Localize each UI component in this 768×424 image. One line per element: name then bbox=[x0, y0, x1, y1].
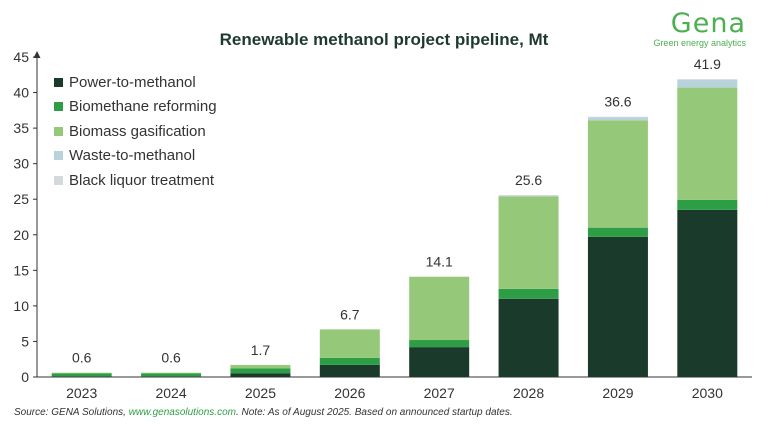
bar-segment bbox=[230, 368, 291, 374]
bar-segment bbox=[141, 376, 202, 377]
legend-item-black-liquor-treatment: Black liquor treatment bbox=[54, 168, 217, 193]
x-tick-label: 2028 bbox=[513, 385, 544, 401]
bar-segment bbox=[677, 87, 738, 200]
source-link[interactable]: www.genasolutions.com bbox=[128, 407, 236, 418]
source-suffix: . Note: As of August 2025. Based on anno… bbox=[235, 407, 513, 418]
legend-item-biomethane-reforming: Biomethane reforming bbox=[54, 95, 217, 120]
bar-total-label: 1.7 bbox=[251, 342, 271, 358]
y-tick-label: 20 bbox=[13, 227, 29, 243]
legend-swatch bbox=[54, 77, 63, 87]
logo-wordmark: Gena bbox=[670, 8, 746, 39]
chart-title: Renewable methanol project pipeline, Mt bbox=[219, 30, 549, 49]
x-tick-label: 2030 bbox=[692, 385, 723, 401]
legend-label: Power-to-methanol bbox=[69, 73, 196, 91]
bar-segment bbox=[51, 373, 112, 377]
bar-segment bbox=[498, 194, 559, 196]
bar-segment bbox=[587, 117, 648, 121]
bar-total-label: 14.1 bbox=[426, 254, 453, 270]
legend-label: Biomass gasification bbox=[69, 122, 206, 140]
bar-segment bbox=[677, 79, 738, 88]
bar-segment bbox=[587, 236, 648, 377]
bar-total-label: 0.6 bbox=[72, 350, 92, 366]
y-tick-label: 25 bbox=[13, 191, 29, 207]
bar-segment bbox=[230, 364, 291, 369]
y-tick-label: 40 bbox=[13, 85, 29, 101]
y-tick-label: 0 bbox=[21, 369, 29, 385]
bar-segment bbox=[498, 298, 559, 377]
bar-segment bbox=[677, 79, 738, 80]
bar-total-label: 25.6 bbox=[515, 172, 542, 188]
y-tick-label: 15 bbox=[13, 262, 29, 278]
bar-total-label: 0.6 bbox=[161, 350, 181, 366]
bar-segment bbox=[141, 372, 202, 374]
legend-item-waste-to-methanol: Waste-to-methanol bbox=[54, 144, 217, 169]
y-tick-label: 30 bbox=[13, 156, 29, 172]
bar-total-label: 36.6 bbox=[604, 94, 631, 110]
bar-segment bbox=[319, 357, 380, 365]
x-tick-label: 2024 bbox=[155, 385, 186, 401]
bars bbox=[51, 79, 738, 377]
legend-label: Black liquor treatment bbox=[69, 171, 215, 189]
bar-segment bbox=[51, 376, 112, 377]
y-tick-label: 5 bbox=[21, 333, 29, 349]
bar-segment bbox=[409, 340, 470, 348]
bar-segment bbox=[498, 195, 559, 197]
y-tick-label: 10 bbox=[13, 298, 29, 314]
bar-segment bbox=[319, 329, 380, 358]
gena-logo: Gena Green energy analytics bbox=[653, 8, 746, 49]
x-tick-label: 2027 bbox=[424, 385, 455, 401]
bar-segment bbox=[409, 347, 470, 377]
bar-segment bbox=[230, 373, 291, 377]
legend-swatch bbox=[54, 102, 63, 112]
source-prefix: Source: GENA Solutions, bbox=[14, 407, 129, 418]
logo-tagline: Green energy analytics bbox=[653, 38, 746, 48]
bar-segment bbox=[677, 209, 738, 377]
bar-segment bbox=[319, 364, 380, 377]
bar-segment bbox=[409, 276, 470, 341]
legend-item-power-to-methanol: Power-to-methanol bbox=[54, 70, 217, 95]
bar-segment bbox=[587, 120, 648, 228]
legend-item-biomass-gasification: Biomass gasification bbox=[54, 119, 217, 144]
x-tick-label: 2023 bbox=[66, 385, 97, 401]
bar-total-label: 6.7 bbox=[340, 306, 360, 322]
source-note: Source: GENA Solutions, www.genasolution… bbox=[14, 407, 513, 418]
legend-swatch bbox=[54, 126, 63, 136]
bar-segment bbox=[141, 373, 202, 377]
legend-label: Waste-to-methanol bbox=[69, 147, 196, 165]
y-axis-arrow-icon bbox=[33, 51, 41, 58]
bar-segment bbox=[498, 288, 559, 299]
labels: 0.6 2023 0.6 2024 1.7 2025 6.7 2026 14.1 2027 25.6… bbox=[66, 56, 723, 401]
bar-segment bbox=[587, 116, 648, 118]
bar-total-label: 41.9 bbox=[694, 56, 721, 72]
axes: 0 5 10 15 20 25 30 35 40 45 bbox=[13, 49, 752, 385]
legend-label: Biomethane reforming bbox=[69, 98, 217, 116]
x-tick-label: 2025 bbox=[245, 385, 276, 401]
legend-swatch bbox=[54, 175, 63, 185]
bar-segment bbox=[498, 196, 559, 289]
x-tick-label: 2029 bbox=[602, 385, 633, 401]
legend-swatch bbox=[54, 151, 63, 161]
bar-segment bbox=[587, 227, 648, 237]
y-tick-label: 45 bbox=[13, 49, 29, 65]
x-tick-label: 2026 bbox=[334, 385, 365, 401]
legend: Power-to-methanol Biomethane reforming B… bbox=[54, 70, 217, 193]
y-tick-label: 35 bbox=[13, 120, 29, 136]
bar-segment bbox=[51, 372, 112, 374]
bar-segment bbox=[677, 199, 738, 210]
